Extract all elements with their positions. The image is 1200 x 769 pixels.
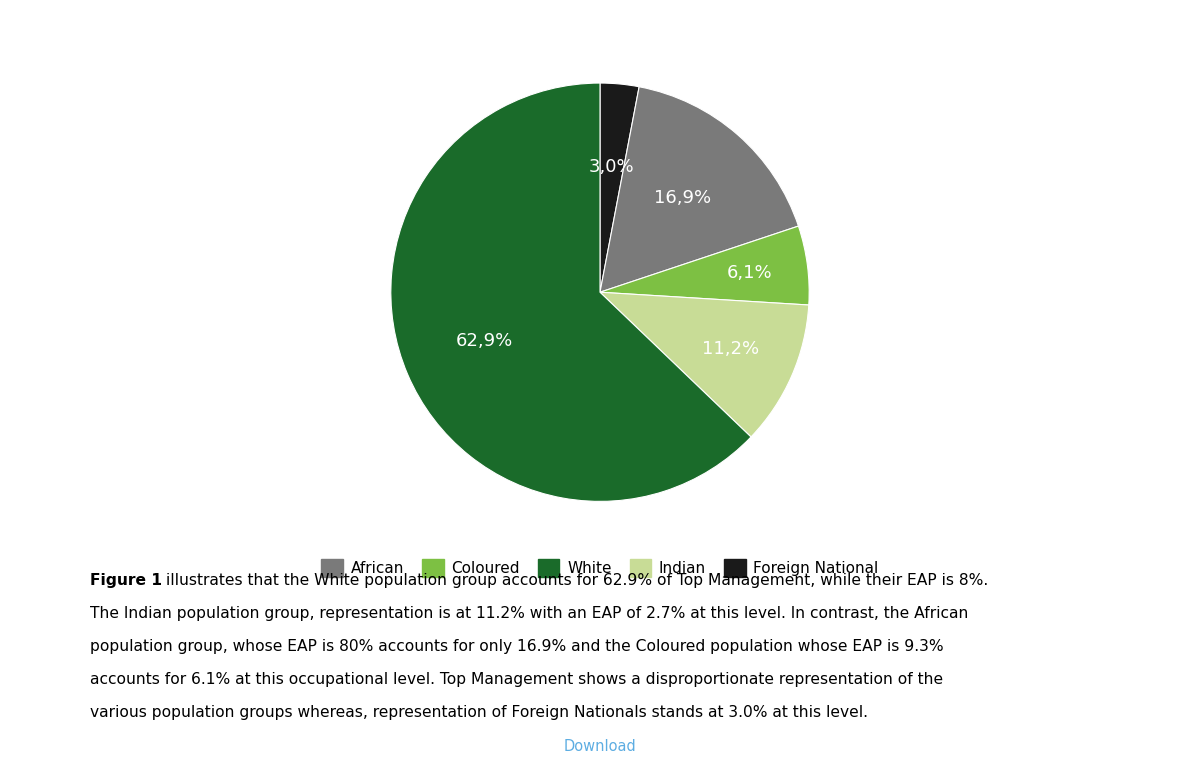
- Text: ↓: ↓: [74, 737, 89, 756]
- Text: The Indian population group, representation is at 11.2% with an EAP of 2.7% at t: The Indian population group, representat…: [90, 606, 968, 621]
- Text: 62,9%: 62,9%: [456, 332, 514, 351]
- Text: 3,0%: 3,0%: [589, 158, 635, 176]
- Text: illustrates that the White population group accounts for 62.9% of Top Management: illustrates that the White population gr…: [161, 573, 989, 588]
- Text: 11,2%: 11,2%: [702, 340, 758, 358]
- Text: 23rd Annual CEE Report.pdf: 23rd Annual CEE Report.pdf: [90, 739, 294, 754]
- Wedge shape: [600, 83, 640, 292]
- Legend: African, Coloured, White, Indian, Foreign National: African, Coloured, White, Indian, Foreig…: [316, 553, 884, 583]
- Text: population group, whose EAP is 80% accounts for only 16.9% and the Coloured popu: population group, whose EAP is 80% accou…: [90, 639, 943, 654]
- Wedge shape: [600, 226, 809, 305]
- Wedge shape: [600, 87, 798, 292]
- Text: accounts for 6.1% at this occupational level. Top Management shows a disproporti: accounts for 6.1% at this occupational l…: [90, 672, 943, 687]
- Text: Figure 1: Figure 1: [90, 573, 162, 588]
- Wedge shape: [600, 292, 809, 437]
- Text: Download: Download: [564, 739, 636, 754]
- Text: various population groups whereas, representation of Foreign Nationals stands at: various population groups whereas, repre…: [90, 705, 868, 721]
- Text: 16,9%: 16,9%: [654, 188, 712, 207]
- Text: 6,1%: 6,1%: [726, 264, 772, 281]
- Wedge shape: [391, 83, 751, 501]
